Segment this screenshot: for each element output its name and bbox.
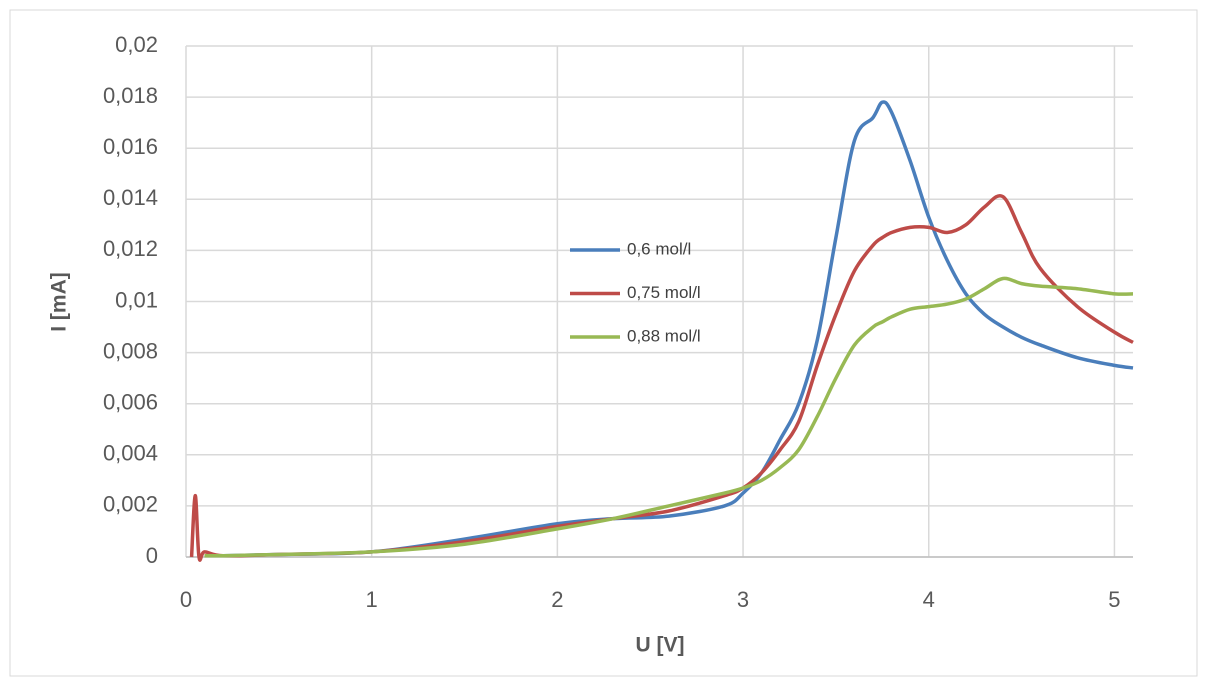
y-tick-label: 0,002 xyxy=(103,492,158,517)
x-tick-label: 0 xyxy=(180,587,192,612)
x-tick-label: 4 xyxy=(923,587,935,612)
x-tick-label: 5 xyxy=(1108,587,1120,612)
y-tick-label: 0,018 xyxy=(103,83,158,108)
y-tick-label: 0,008 xyxy=(103,338,158,363)
y-tick-label: 0,016 xyxy=(103,134,158,159)
x-tick-label: 1 xyxy=(366,587,378,612)
y-tick-label: 0,004 xyxy=(103,441,158,466)
y-tick-label: 0,012 xyxy=(103,236,158,261)
y-tick-label: 0,006 xyxy=(103,390,158,415)
series-line xyxy=(204,276,1134,558)
y-tick-label: 0,01 xyxy=(115,287,158,312)
y-axis-title: I [mA] xyxy=(48,272,71,332)
y-tick-label: 0,02 xyxy=(115,32,158,57)
legend-label: 0,6 mol/l xyxy=(627,239,691,258)
y-tick-label: 0,014 xyxy=(103,185,158,210)
chart-border xyxy=(9,9,1198,677)
x-axis-title: U [V] xyxy=(636,634,685,657)
x-tick-label: 2 xyxy=(551,587,563,612)
x-tick-label: 3 xyxy=(737,587,749,612)
y-tick-label: 0 xyxy=(146,543,158,568)
series-line xyxy=(204,100,1134,558)
legend-label: 0,88 mol/l xyxy=(627,326,701,345)
legend-label: 0,75 mol/l xyxy=(627,283,701,302)
